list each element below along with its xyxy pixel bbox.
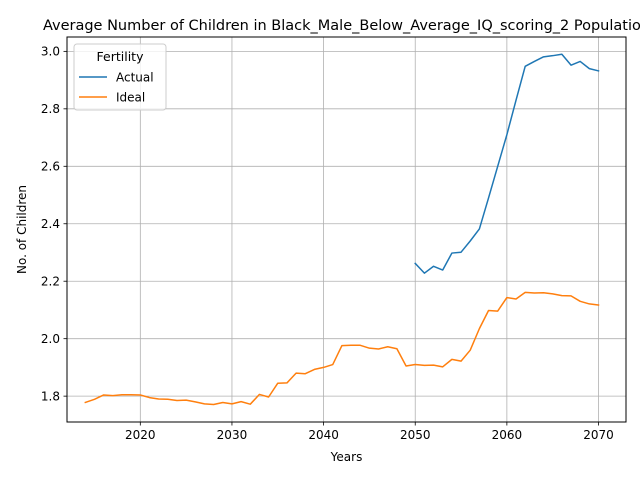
plot-frame <box>66 36 627 423</box>
x-tick-label: 2040 <box>308 428 339 442</box>
series-line-ideal <box>84 291 600 406</box>
y-tick-label: 2.8 <box>41 102 60 116</box>
y-tick-label: 1.8 <box>41 389 60 403</box>
legend-label-actual: Actual <box>116 70 154 84</box>
series-layer <box>84 53 600 406</box>
x-tick-label: 2030 <box>217 428 248 442</box>
x-tick-label: 2020 <box>125 428 156 442</box>
legend-box <box>73 43 167 111</box>
x-tick-label: 2070 <box>583 428 614 442</box>
y-tick-label: 2.6 <box>41 159 60 173</box>
y-tick-label: 2.4 <box>41 217 60 231</box>
x-axis-label: Years <box>330 450 363 464</box>
y-tick-label: 3.0 <box>41 45 60 59</box>
ticks: 2020 2030 2040 2050 2060 2070 1.8 2.0 2.2 2.4 2.6 2… <box>41 45 614 442</box>
chart-title: Average Number of Children in Black_Male… <box>43 18 640 34</box>
legend: Fertility Actual Ideal <box>73 43 167 111</box>
y-axis-label: No. of Children <box>15 185 29 274</box>
x-tick-label: 2050 <box>400 428 431 442</box>
y-tick-label: 2.0 <box>41 332 60 346</box>
y-tick-label: 2.2 <box>41 274 60 288</box>
x-tick-label: 2060 <box>492 428 523 442</box>
legend-label-ideal: Ideal <box>116 90 145 104</box>
legend-title: Fertility <box>97 49 145 64</box>
series-line-actual <box>414 53 600 274</box>
